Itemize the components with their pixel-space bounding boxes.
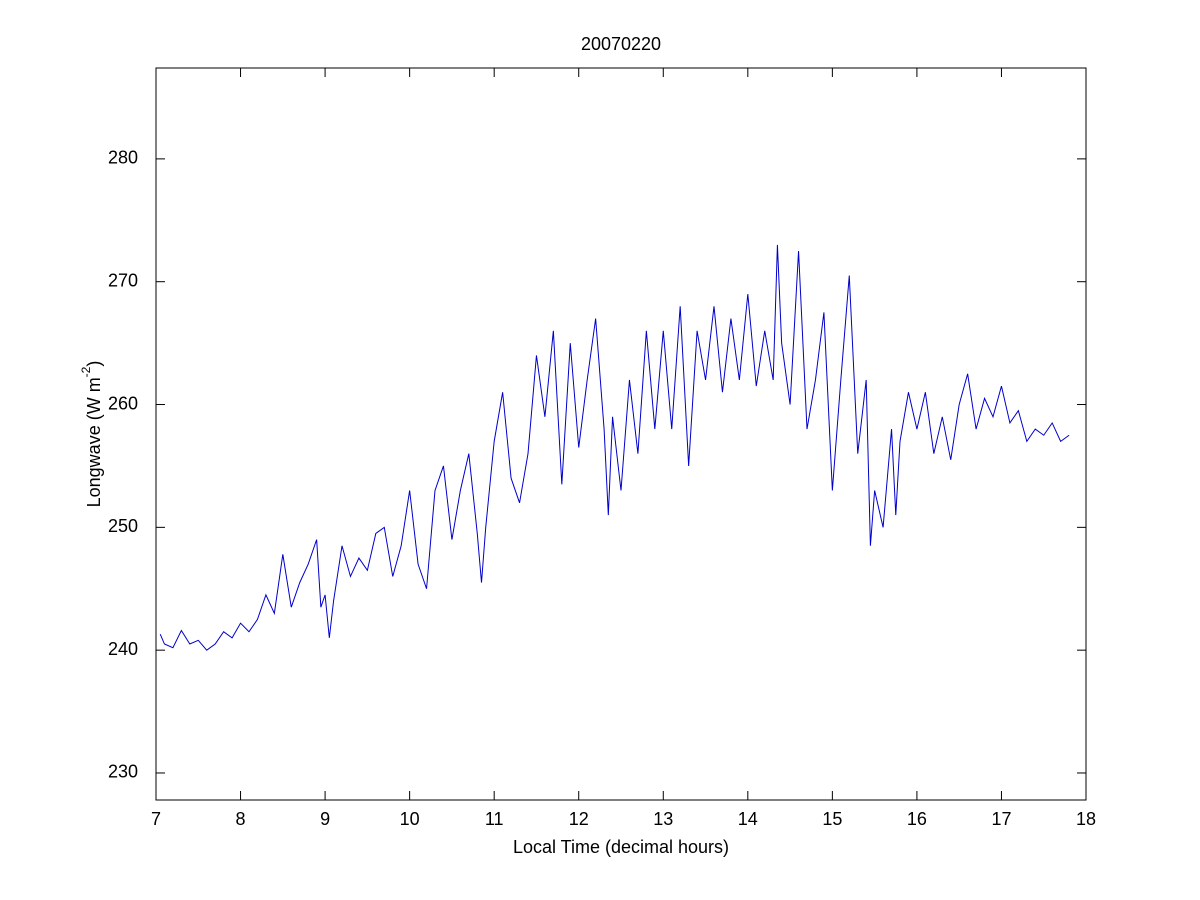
y-tick-label: 260 bbox=[108, 393, 138, 413]
y-label-superscript: -2 bbox=[79, 366, 93, 377]
x-axis-label: Local Time (decimal hours) bbox=[513, 837, 729, 857]
y-tick-label: 250 bbox=[108, 516, 138, 536]
x-tick-label: 15 bbox=[822, 809, 842, 829]
chart-title: 20070220 bbox=[581, 34, 661, 54]
x-tick-label: 18 bbox=[1076, 809, 1096, 829]
x-tick-label: 17 bbox=[991, 809, 1011, 829]
x-tick-label: 9 bbox=[320, 809, 330, 829]
y-label-text: Longwave (W m bbox=[84, 377, 104, 507]
y-tick-label: 270 bbox=[108, 270, 138, 290]
x-tick-label: 7 bbox=[151, 809, 161, 829]
plot-box bbox=[155, 67, 1087, 801]
x-tick-label: 13 bbox=[653, 809, 673, 829]
x-tick-label: 14 bbox=[738, 809, 758, 829]
y-axis-label: Longwave (W m-2) bbox=[79, 361, 104, 508]
x-tick-label: 11 bbox=[485, 809, 504, 829]
y-tick-label: 280 bbox=[108, 148, 138, 168]
x-tick-label: 16 bbox=[907, 809, 927, 829]
x-tick-label: 10 bbox=[400, 809, 420, 829]
x-tick-label: 8 bbox=[236, 809, 246, 829]
x-tick-label: 12 bbox=[569, 809, 589, 829]
y-label-suffix: ) bbox=[84, 361, 104, 367]
y-tick-label: 230 bbox=[108, 762, 138, 782]
y-tick-label: 240 bbox=[108, 639, 138, 659]
data-line bbox=[159, 244, 1070, 651]
